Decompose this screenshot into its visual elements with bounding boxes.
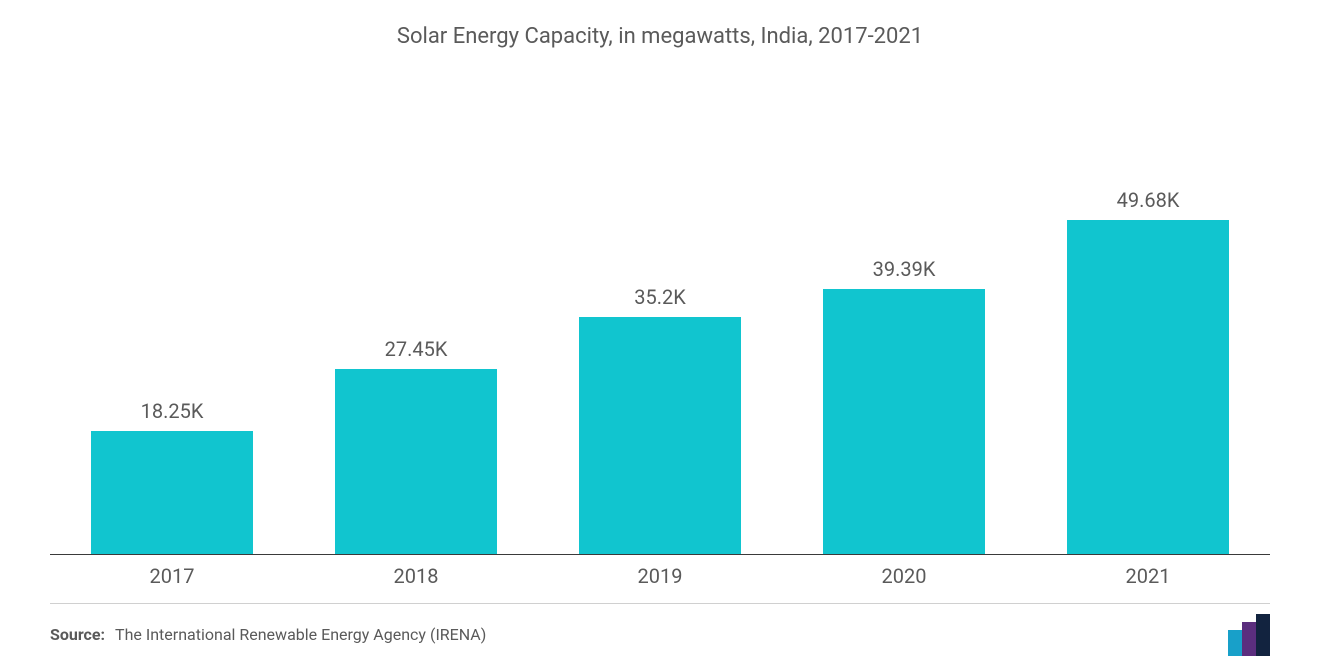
logo-bar-icon <box>1228 630 1242 656</box>
plot-area: 18.25K201727.45K201835.2K201939.39K20204… <box>50 90 1270 555</box>
bar-value-label: 18.25K <box>141 399 204 423</box>
bar-group: 27.45K2018 <box>294 90 538 554</box>
source-text: The International Renewable Energy Agenc… <box>115 625 486 644</box>
source-line: Source: The International Renewable Ener… <box>50 625 486 644</box>
chart-title: Solar Energy Capacity, in megawatts, Ind… <box>0 0 1320 49</box>
bar-group: 39.39K2020 <box>782 90 1026 554</box>
bar-value-label: 35.2K <box>634 285 686 309</box>
source-label: Source: <box>50 625 105 644</box>
bar-rect <box>1067 220 1228 554</box>
bar-category-label: 2020 <box>882 564 927 588</box>
bar-group: 18.25K2017 <box>50 90 294 554</box>
footer: Source: The International Renewable Ener… <box>50 603 1270 665</box>
bar-rect <box>335 369 496 554</box>
logo-bar-icon <box>1256 614 1270 656</box>
bar-category-label: 2021 <box>1126 564 1171 588</box>
bar-category-label: 2017 <box>150 564 195 588</box>
bar-group: 35.2K2019 <box>538 90 782 554</box>
bar-rect <box>91 431 252 554</box>
bar-category-label: 2019 <box>638 564 683 588</box>
bar-rect <box>823 289 984 554</box>
bar-value-label: 39.39K <box>873 257 936 281</box>
bar-value-label: 49.68K <box>1117 188 1180 212</box>
chart-container: Solar Energy Capacity, in megawatts, Ind… <box>0 0 1320 665</box>
bar-series: 18.25K201727.45K201835.2K201939.39K20204… <box>50 90 1270 554</box>
bar-value-label: 27.45K <box>385 337 448 361</box>
logo-bar-icon <box>1242 622 1256 656</box>
brand-logo <box>1228 614 1270 656</box>
bar-rect <box>579 317 740 554</box>
bar-group: 49.68K2021 <box>1026 90 1270 554</box>
bar-category-label: 2018 <box>394 564 439 588</box>
